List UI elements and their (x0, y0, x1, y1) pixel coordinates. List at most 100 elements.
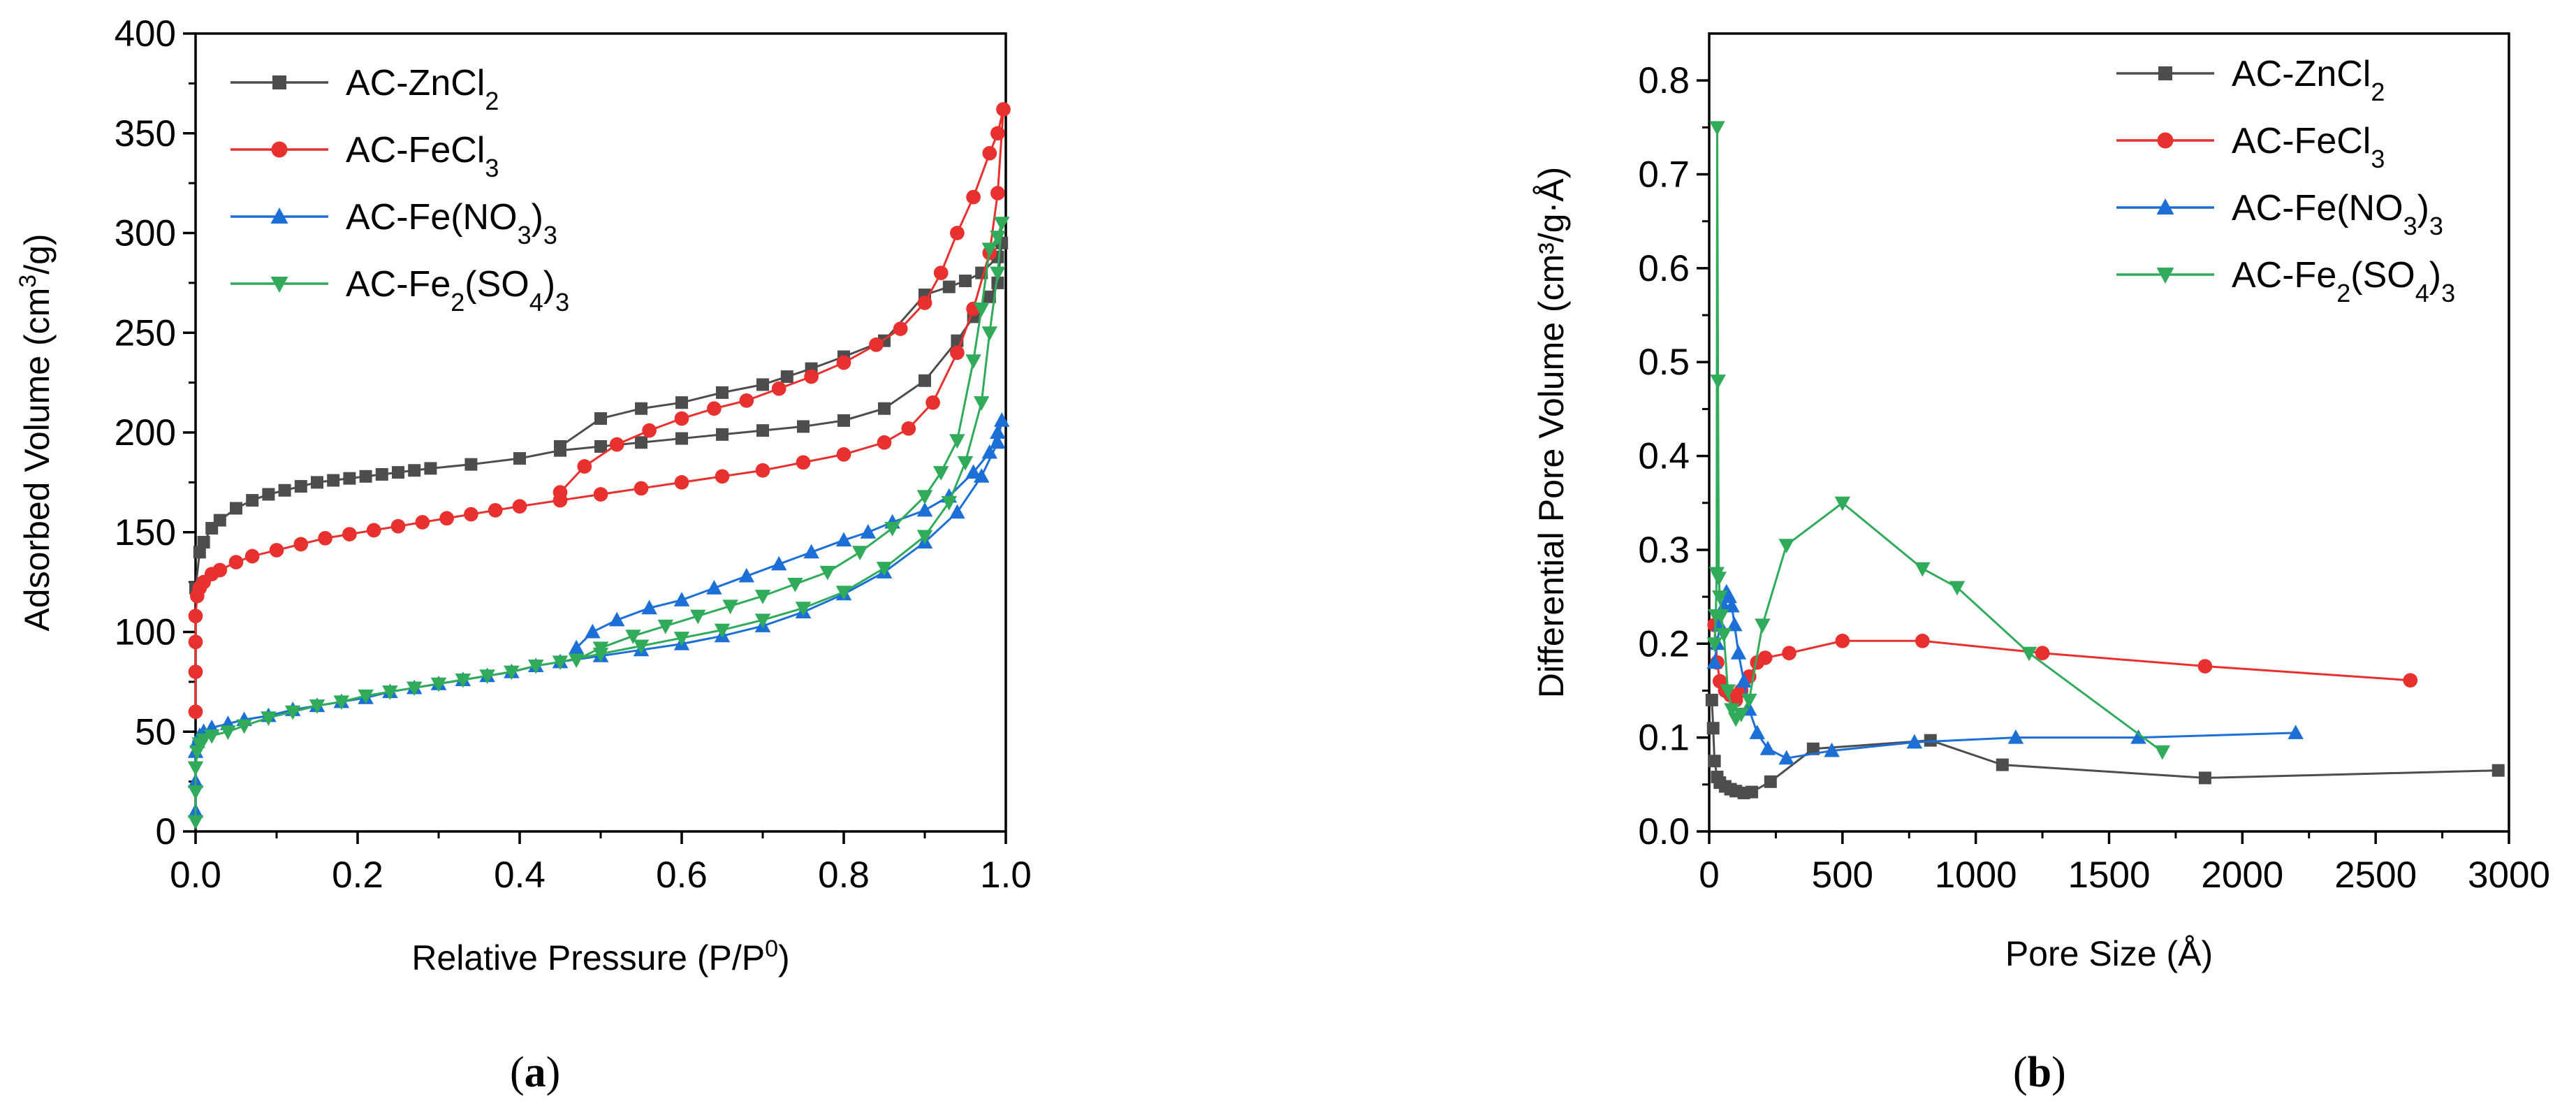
data-point (430, 677, 447, 692)
legend-name: AC-Fe (346, 264, 451, 305)
data-point (1806, 742, 1820, 755)
data-point (1924, 734, 1937, 747)
data-point (552, 655, 569, 671)
data-point (479, 669, 495, 685)
y-tick-label: 0 (156, 811, 176, 852)
legend-subscript: 2 (451, 288, 464, 317)
legend-subscript: 3 (518, 221, 532, 249)
data-point (333, 695, 350, 711)
data-point (876, 562, 893, 576)
data-point (2021, 646, 2037, 662)
data-point (991, 276, 1004, 289)
data-point (594, 412, 607, 426)
legend-name: AC-ZnCl (346, 63, 485, 103)
data-point (244, 548, 260, 564)
data-point (819, 565, 836, 581)
series-ac-fe2 (1706, 121, 2171, 760)
data-point (1949, 581, 1966, 596)
y-tick-label: 50 (135, 711, 176, 752)
legend-subscript: 2 (485, 87, 499, 115)
data-point (1706, 654, 1722, 669)
legend-name: AC-FeCl (2232, 121, 2371, 161)
data-point (754, 613, 771, 629)
data-point (424, 462, 437, 475)
data-point (916, 490, 933, 505)
legend-subscript: 4 (2415, 279, 2429, 307)
data-point (803, 544, 819, 559)
data-point (293, 537, 309, 552)
data-point (318, 530, 332, 546)
data-point (796, 455, 811, 470)
legend-subscript: 3 (555, 288, 569, 317)
legend-subscript: 3 (485, 154, 499, 182)
data-point (382, 685, 398, 700)
data-point (1705, 693, 1718, 706)
data-point (739, 393, 754, 408)
data-point (878, 402, 891, 415)
data-point (1906, 734, 1923, 749)
y-axis-label-sup: 3 (15, 275, 41, 288)
data-point (706, 579, 722, 595)
y-tick-label: 0.6 (1638, 248, 1690, 289)
data-point (1713, 609, 1729, 624)
data-point (1755, 618, 1771, 634)
y-axis-label-tail: /g) (17, 233, 57, 274)
data-point (592, 641, 609, 657)
data-point (950, 226, 965, 240)
y-tick-label: 100 (115, 612, 176, 653)
data-point (981, 242, 998, 258)
data-point (756, 378, 769, 391)
data-point (635, 436, 647, 449)
data-point (714, 623, 731, 639)
x-tick-label: 0.8 (818, 854, 870, 896)
data-point (755, 463, 770, 478)
data-point (901, 421, 916, 436)
data-point (188, 609, 203, 624)
data-point (488, 502, 503, 518)
x-tick-label: 2500 (2334, 854, 2417, 896)
series-ac-fecl3 (188, 102, 1011, 720)
data-point (860, 524, 877, 539)
x-axis-label: Relative Pressure (P/P0) (411, 936, 789, 977)
data-point (835, 586, 852, 601)
legend-subscript: 3 (2403, 212, 2417, 240)
data-point (228, 555, 244, 569)
series-line (194, 222, 1003, 822)
data-point (933, 266, 949, 280)
x-axis-label: Pore Size (Å) (2005, 934, 2213, 973)
data-point (196, 733, 212, 748)
data-point (965, 464, 981, 479)
data-point (633, 639, 650, 655)
x-tick-label: 1500 (2068, 854, 2151, 896)
data-point (1835, 633, 1850, 648)
data-point (689, 609, 706, 625)
data-point (771, 381, 786, 396)
data-point (2197, 659, 2213, 674)
x-tick-label: 0.2 (332, 854, 383, 896)
data-point (358, 689, 374, 704)
data-point (941, 495, 958, 511)
x-tick-label: 500 (1812, 854, 1873, 896)
data-point (673, 632, 690, 646)
caption-open: ( (510, 1049, 525, 1096)
data-point (674, 411, 689, 426)
y-tick-label: 0.4 (1638, 436, 1690, 477)
data-point (983, 290, 996, 303)
data-point (2130, 729, 2146, 744)
data-point (1764, 775, 1777, 788)
data-point (188, 704, 203, 720)
legend-subscript: 2 (2371, 78, 2385, 106)
x-tick-label: 0.6 (656, 854, 708, 896)
data-point (343, 472, 356, 485)
caption-label: b (2027, 1049, 2052, 1096)
legend-label: AC-ZnCl2 (2232, 54, 2385, 106)
data-point (568, 639, 585, 655)
data-point (261, 711, 277, 726)
data-point (716, 386, 729, 399)
data-point (2157, 132, 2174, 149)
data-point (1709, 121, 1725, 136)
data-point (674, 475, 689, 490)
data-point (554, 439, 566, 453)
